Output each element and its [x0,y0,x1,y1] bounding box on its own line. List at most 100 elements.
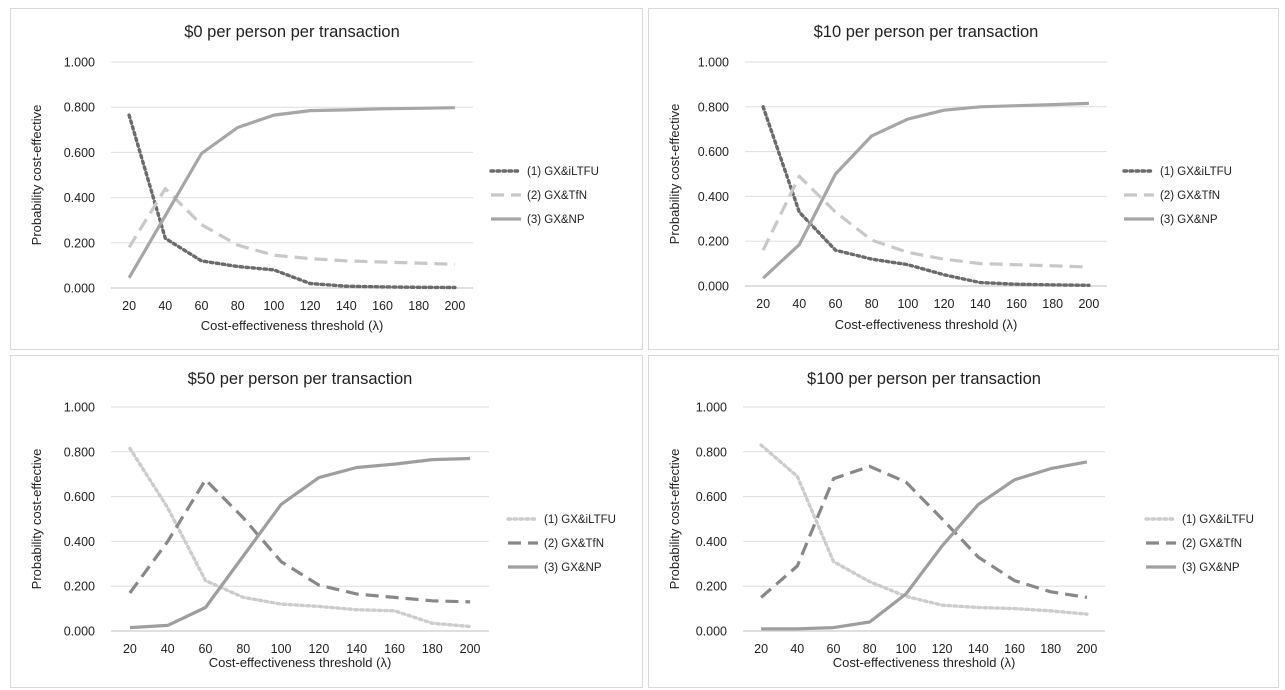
y-tick-label: 1.000 [698,56,729,70]
y-tick-label: 0.800 [64,101,95,115]
y-tick-label: 1.000 [64,401,95,415]
x-tick-label: 180 [408,299,429,313]
chart-title: $0 per person per transaction [184,23,400,41]
legend-label-2: (2) GX&TfN [1182,538,1242,550]
chart-svg: $10 per person per transaction 0.000 0.200… [667,23,1232,332]
legend-label-3: (3) GX&NP [1160,214,1218,226]
chart-svg: $50 per person per transaction 0.000 0.200… [29,370,616,670]
legend-label-3: (3) GX&NP [527,214,585,226]
series-line-2 [760,464,1088,599]
legend-label-3: (3) GX&NP [544,562,602,574]
y-tick-label: 0.000 [696,625,727,639]
series-line-3 [129,456,471,630]
series-line-1 [128,446,472,629]
x-tick-label: 180 [1040,642,1061,656]
chart-panel-0: $0 per person per transaction 0.000 0.200 0… [10,8,643,350]
x-tick-label: 100 [271,642,292,656]
y-tick-label: 0.200 [64,236,95,250]
legend-label-1: (1) GX&iLTFU [1182,514,1254,526]
chart-svg: $100 per person per transaction 0.000 0.20… [667,370,1254,670]
y-tick-label: 0.800 [696,445,727,459]
chart-panel-50: $50 per person per transaction 0.000 0.200… [10,355,643,688]
y-tick-label: 1.000 [64,56,95,70]
x-tick-label: 100 [263,299,284,313]
y-tick-label: 0.000 [64,625,95,639]
legend-label-1: (1) GX&iLTFU [544,514,616,526]
x-axis-label: Cost-effectiveness threshold (λ) [835,317,1018,332]
legend-label-1: (1) GX&iLTFU [527,166,599,178]
x-tick-label: 160 [1006,297,1027,311]
x-tick-label: 200 [1078,297,1099,311]
x-tick-label: 40 [792,297,806,311]
x-tick-label: 160 [384,642,405,656]
y-tick-label: 0.800 [64,445,95,459]
y-tick-label: 0.600 [64,490,95,504]
x-tick-label: 20 [122,299,136,313]
series-line-3 [762,101,1089,280]
series-line-2 [127,187,455,266]
x-tick-label: 140 [970,297,991,311]
x-axis-label: Cost-effectiveness threshold (λ) [209,655,392,670]
x-tick-label: 120 [934,297,955,311]
y-tick-label: 0.400 [64,191,95,205]
legend-label-3: (3) GX&NP [1182,562,1240,574]
x-tick-label: 160 [1004,642,1025,656]
y-axis-label: Probability cost-effective [29,449,44,590]
x-tick-label: 200 [444,299,465,313]
series-line-1 [759,443,1089,616]
y-tick-label: 0.600 [696,490,727,504]
x-tick-label: 100 [895,642,916,656]
legend-label-2: (2) GX&TfN [1160,190,1220,202]
series-line-2 [128,478,471,604]
legend-label-2: (2) GX&TfN [527,190,587,202]
x-tick-label: 60 [195,299,209,313]
y-tick-label: 0.600 [64,146,95,160]
x-tick-label: 40 [161,642,175,656]
series-line-2 [761,174,1089,269]
x-tick-label: 60 [199,642,213,656]
x-axis-label: Cost-effectiveness threshold (λ) [201,318,384,333]
x-tick-label: 60 [829,297,843,311]
x-tick-label: 140 [968,642,989,656]
x-tick-label: 180 [1042,297,1063,311]
y-tick-label: 0.400 [64,535,95,549]
x-tick-label: 20 [754,642,768,656]
y-axis-label: Probability cost-effective [667,449,682,590]
y-tick-label: 0.200 [698,235,729,249]
x-tick-label: 60 [827,642,841,656]
x-tick-label: 20 [756,297,770,311]
x-tick-label: 140 [336,299,357,313]
y-tick-label: 0.200 [696,580,727,594]
y-tick-label: 0.000 [64,282,95,296]
x-tick-label: 40 [790,642,804,656]
y-tick-label: 1.000 [696,401,727,415]
series-line-3 [127,106,455,279]
chart-title: $50 per person per transaction [188,370,413,388]
x-tick-label: 180 [422,642,443,656]
x-tick-label: 120 [932,642,953,656]
y-axis-label: Probability cost-effective [29,105,44,246]
y-tick-label: 0.600 [698,145,729,159]
x-axis-label: Cost-effectiveness threshold (λ) [833,655,1016,670]
chart-panel-10: $10 per person per transaction 0.000 0.200… [648,8,1279,350]
chart-panel-100: $100 per person per transaction 0.000 0.20… [648,355,1279,688]
x-tick-label: 140 [346,642,367,656]
x-tick-label: 100 [897,297,918,311]
series-line-1 [127,113,457,290]
x-tick-label: 120 [300,299,321,313]
x-tick-label: 80 [863,642,877,656]
x-tick-label: 120 [308,642,329,656]
x-tick-label: 200 [1076,642,1097,656]
y-tick-label: 0.800 [698,100,729,114]
legend-label-1: (1) GX&iLTFU [1160,166,1232,178]
series-line-3 [761,460,1088,631]
y-tick-label: 0.400 [698,190,729,204]
x-tick-label: 80 [231,299,245,313]
x-tick-label: 20 [123,642,137,656]
x-tick-label: 40 [158,299,172,313]
x-tick-label: 160 [372,299,393,313]
y-tick-label: 0.200 [64,580,95,594]
chart-title: $10 per person per transaction [814,23,1039,41]
y-tick-label: 0.000 [698,280,729,294]
legend-label-2: (2) GX&TfN [544,538,604,550]
